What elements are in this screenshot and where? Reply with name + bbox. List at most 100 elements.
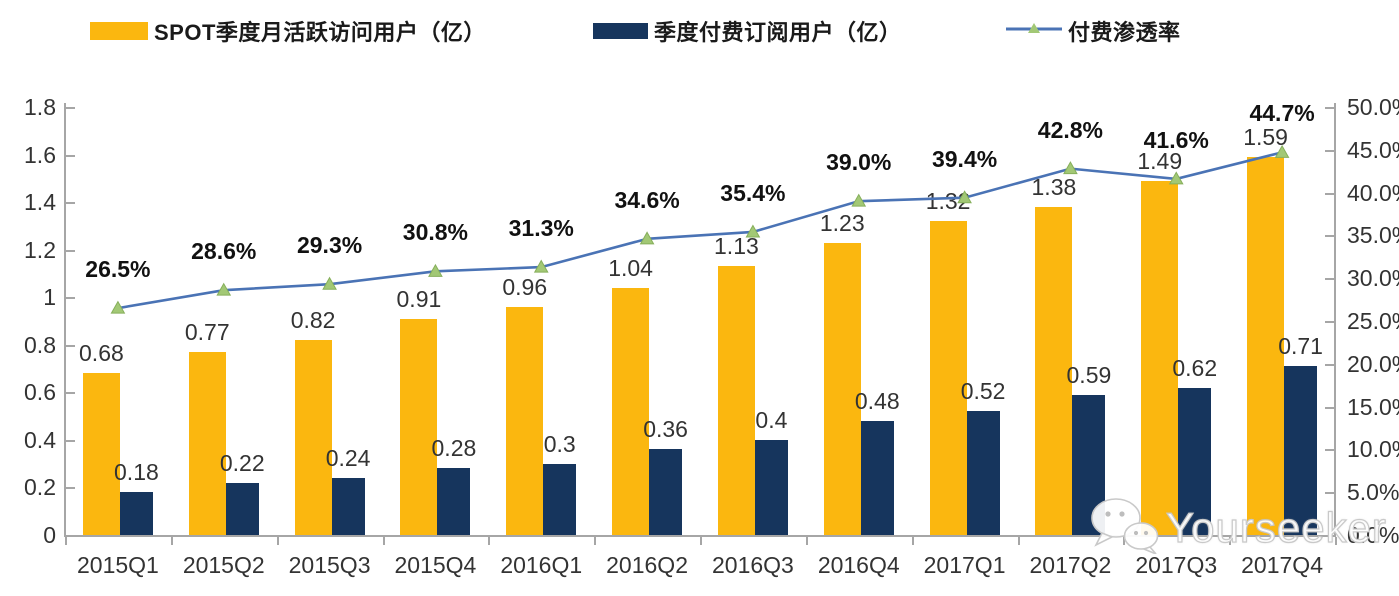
right-axis-tick xyxy=(1325,278,1334,281)
x-tick-label: 2015Q2 xyxy=(182,552,265,578)
mau-bar xyxy=(1141,180,1179,535)
x-axis-tick xyxy=(594,537,597,545)
y-tick-label-right: 45.0% xyxy=(1347,136,1399,163)
x-tick-label: 2016Q4 xyxy=(817,552,900,578)
y-tick-label-left: 0.6 xyxy=(24,379,56,406)
mau-bar xyxy=(1247,156,1285,535)
penetration-label: 31.3% xyxy=(508,215,574,242)
mau-value-label: 0.91 xyxy=(396,285,442,312)
mau-value-label: 1.59 xyxy=(1243,123,1288,150)
x-axis-tick xyxy=(1017,537,1020,545)
triangle-marker xyxy=(745,224,761,238)
y-tick-label-left: 1.6 xyxy=(24,141,56,168)
x-axis-tick xyxy=(1335,537,1337,545)
subs-value-label: 0.3 xyxy=(543,430,576,457)
y-tick-label-left: 0.8 xyxy=(24,331,56,358)
penetration-label: 42.8% xyxy=(1037,116,1104,143)
mau-bar xyxy=(188,351,226,535)
mau-legend-swatch xyxy=(90,22,148,40)
mau-value-label: 0.68 xyxy=(79,340,124,367)
subs-value-label: 0.18 xyxy=(114,459,159,486)
triangle-marker xyxy=(216,282,232,296)
y-tick-label-left: 0.4 xyxy=(24,426,56,453)
left-axis-tick xyxy=(66,439,75,442)
triangle-marker xyxy=(1274,144,1290,158)
mau-legend-label: SPOT季度月活跃访问用户（亿） xyxy=(154,20,486,45)
subs-bar xyxy=(543,463,577,535)
x-tick-label: 2015Q3 xyxy=(288,552,371,578)
penetration-label: 44.7% xyxy=(1249,100,1315,127)
y-tick-label-right: 10.0% xyxy=(1347,436,1399,463)
subs-value-label: 0.22 xyxy=(219,449,265,476)
y-tick-label-right: 25.0% xyxy=(1347,308,1399,334)
right-axis-tick xyxy=(1325,363,1334,366)
x-tick-label: 2017Q3 xyxy=(1135,552,1218,578)
right-axis-line xyxy=(1334,103,1336,536)
right-axis-tick xyxy=(1325,321,1334,323)
mau-value-label: 1.13 xyxy=(714,233,759,260)
penetration-label: 26.5% xyxy=(85,256,151,283)
mau-value-label: 1.04 xyxy=(608,254,653,281)
legend-item-subs: 季度付费订阅用户（亿） xyxy=(593,18,902,45)
x-tick-label: 2015Q4 xyxy=(394,552,477,578)
right-axis-tick xyxy=(1325,235,1334,238)
x-tick-label: 2016Q3 xyxy=(711,552,794,578)
x-axis-tick xyxy=(700,537,702,545)
right-axis-tick xyxy=(1325,449,1334,452)
left-axis-tick xyxy=(66,344,75,347)
triangle-marker xyxy=(1168,171,1184,185)
y-tick-label-left: 1 xyxy=(43,284,56,311)
mau-bar xyxy=(400,318,438,535)
penetration-label: 28.6% xyxy=(191,238,257,265)
mau-bar xyxy=(506,306,544,535)
x-axis-tick xyxy=(1229,537,1232,545)
left-axis-tick xyxy=(66,249,75,252)
penetration-label: 41.6% xyxy=(1143,126,1209,153)
x-tick-label: 2017Q4 xyxy=(1241,552,1323,578)
y-tick-label-left: 0.2 xyxy=(24,474,56,501)
subs-bar xyxy=(649,449,683,535)
triangle-marker xyxy=(1063,161,1078,175)
penetration-label: 30.8% xyxy=(402,219,469,246)
x-axis-tick xyxy=(911,537,914,545)
mau-value-label: 0.77 xyxy=(184,318,230,345)
subs-value-label: 0.71 xyxy=(1278,333,1323,360)
x-axis-tick xyxy=(805,537,808,545)
triangle-marker xyxy=(428,263,443,277)
subs-value-label: 0.52 xyxy=(960,378,1006,405)
right-axis-tick xyxy=(1325,192,1334,195)
penetration-label: 35.4% xyxy=(720,179,786,206)
x-axis-tick xyxy=(382,537,385,545)
y-tick-label-left: 1.2 xyxy=(24,236,56,263)
penetration-label: 39.0% xyxy=(826,149,892,176)
right-axis-tick xyxy=(1325,492,1334,495)
penetration-label: 39.4% xyxy=(931,145,998,172)
left-axis-tick xyxy=(66,202,75,205)
right-axis-tick xyxy=(1325,406,1334,409)
y-tick-label-right: 15.0% xyxy=(1347,393,1399,420)
y-tick-label-right: 50.0% xyxy=(1347,94,1399,120)
legend-item-penetration: 付费渗透率 xyxy=(1006,18,1181,45)
line-marker-legend-icon xyxy=(1006,21,1062,42)
subs-bar xyxy=(1284,366,1318,535)
penetration-label: 29.3% xyxy=(296,232,363,259)
triangle-marker xyxy=(322,276,337,290)
x-axis-tick xyxy=(488,537,491,545)
triangle-marker xyxy=(957,190,972,204)
mau-bar xyxy=(82,373,120,535)
subs-bar xyxy=(119,492,153,535)
mau-bar xyxy=(612,287,650,535)
mau-bar xyxy=(929,221,967,535)
mau-bar xyxy=(717,266,755,535)
mau-bar xyxy=(823,242,861,535)
subs-value-label: 0.36 xyxy=(643,416,688,443)
y-tick-label-left: 1.8 xyxy=(24,94,56,120)
subs-value-label: 0.28 xyxy=(431,435,477,462)
left-axis-tick xyxy=(66,392,75,395)
y-tick-label-right: 20.0% xyxy=(1347,350,1399,377)
x-axis-tick xyxy=(170,537,173,545)
subs-bar xyxy=(754,439,788,535)
subs-value-label: 0.59 xyxy=(1066,361,1112,388)
x-tick-label: 2017Q2 xyxy=(1029,552,1112,578)
